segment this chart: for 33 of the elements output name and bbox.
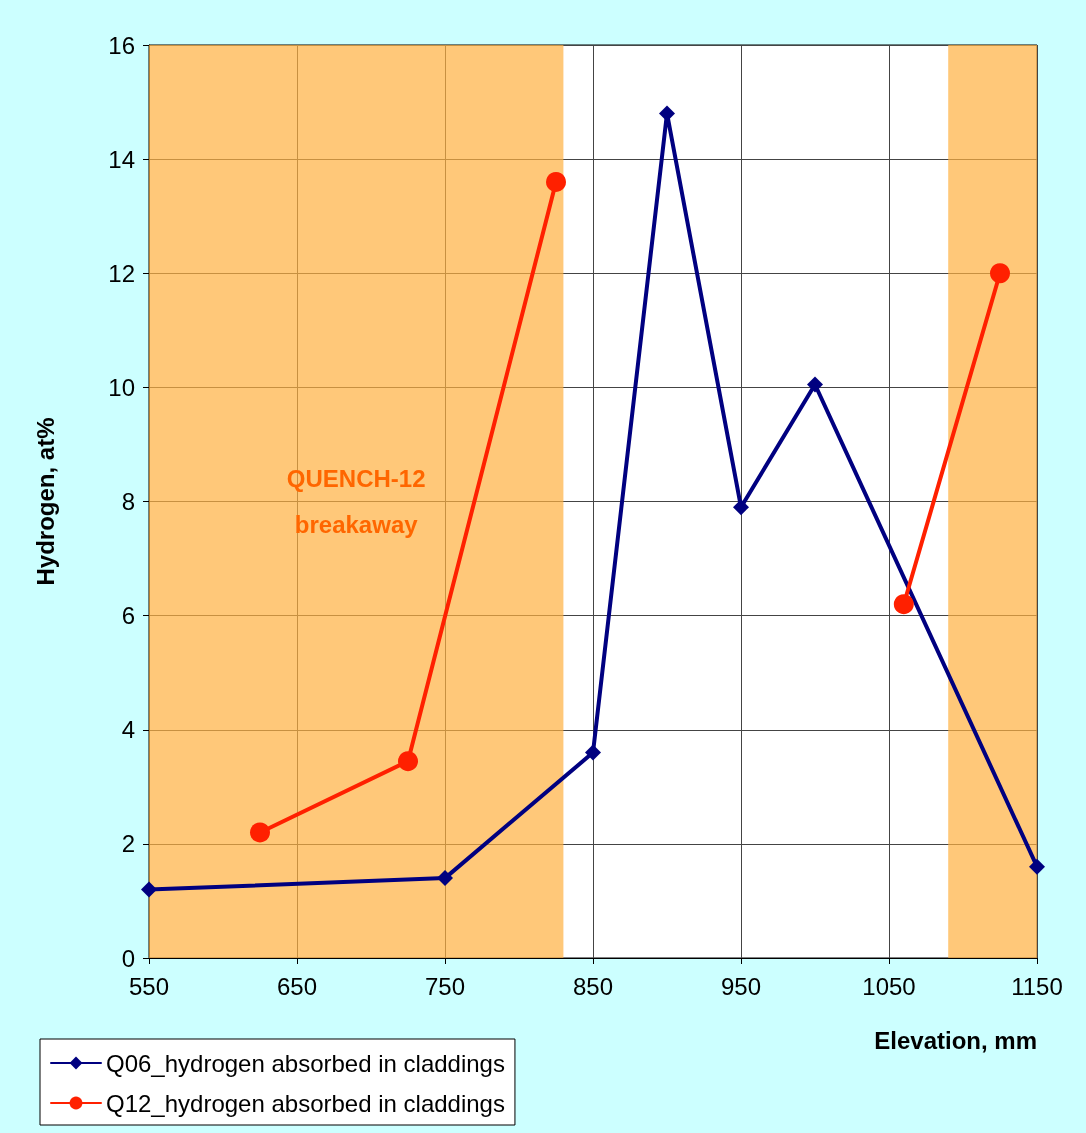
point <box>990 263 1010 284</box>
point <box>546 171 566 192</box>
y-tick-label: 0 <box>121 944 135 972</box>
y-tick-label: 4 <box>121 716 135 744</box>
point <box>437 870 453 887</box>
x-tick-label: 750 <box>424 972 466 1000</box>
y-axis-title: Hydrogen, at% <box>31 417 59 586</box>
point <box>398 751 418 772</box>
x-tick-label: 1150 <box>1011 972 1063 1000</box>
point <box>1029 858 1045 875</box>
point <box>585 744 601 761</box>
x-tick-label: 950 <box>720 972 762 1000</box>
y-tick-label: 6 <box>121 602 135 630</box>
y-tick-label: 10 <box>108 373 135 401</box>
band-label: QUENCH-12 breakaway <box>286 465 426 538</box>
point <box>893 594 914 615</box>
y-tick-label: 2 <box>121 830 135 858</box>
x-tick-label: 650 <box>276 972 318 1000</box>
x-tick-label: 850 <box>572 972 614 1000</box>
point <box>733 499 749 516</box>
x-axis-title: Elevation, mm <box>874 1026 1037 1054</box>
point <box>250 822 270 843</box>
point <box>807 376 823 393</box>
legend-label: Q06_hydrogen absorbed in claddings <box>106 1049 505 1077</box>
y-tick-label: 14 <box>108 145 135 173</box>
point <box>659 105 675 122</box>
y-tick-label: 12 <box>108 259 135 287</box>
y-tick-label: 16 <box>108 31 135 59</box>
legend-label: Q12_hydrogen absorbed in claddings <box>106 1089 505 1117</box>
x-tick-label: 1050 <box>862 972 916 1000</box>
y-tick-label: 8 <box>121 488 135 515</box>
x-tick-label: 550 <box>128 972 170 1000</box>
point <box>141 881 157 898</box>
